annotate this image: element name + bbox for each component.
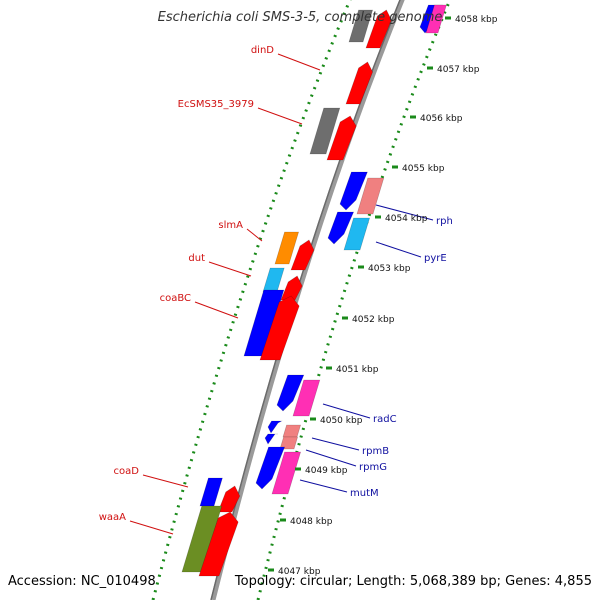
backbone-track (210, 0, 405, 600)
leader-line-reverse (375, 241, 422, 258)
gene-arrow-pyrE (327, 211, 355, 245)
kbp-tick-label: 4051 kbp (336, 365, 379, 375)
gene-block-rph (356, 177, 385, 215)
gene-block-rpmG (279, 436, 299, 450)
backbone-edge (210, 0, 401, 600)
gene-arrow-dinD (345, 61, 373, 105)
leader-line-reverse (322, 403, 371, 419)
gene-label-radC: radC (373, 414, 397, 425)
gene-arrow-forward-2 (326, 115, 357, 161)
gene-block-pink-top (425, 4, 447, 34)
gene-arrow-rpmG (264, 433, 278, 445)
kbp-tick-label: 4048 kbp (290, 517, 333, 527)
gene-label-pyrE: pyrE (424, 253, 447, 264)
gene-block-rpmB (282, 424, 302, 438)
leader-line-forward (277, 53, 321, 71)
gene-label-EcSMS35_3979: EcSMS35_3979 (178, 99, 254, 110)
gene-arrow-slmA-adj (290, 239, 315, 271)
kbp-tick-label: 4050 kbp (320, 416, 363, 426)
gene-block-radC (292, 379, 321, 417)
gene-label-coaBC: coaBC (160, 293, 191, 304)
gene-label-mutM: mutM (350, 488, 379, 499)
leader-line-forward (142, 474, 189, 488)
kbp-tick-label: 4053 kbp (368, 264, 411, 274)
gene-label-rpmB: rpmB (362, 446, 389, 457)
gene-label-rph: rph (436, 216, 453, 227)
gene-label-slmA: slmA (218, 220, 243, 231)
gene-block-mutM (271, 451, 302, 495)
kbp-tick-label: 4057 kbp (437, 65, 480, 75)
kbp-tick-label: 4056 kbp (420, 114, 463, 124)
gene-arrow-coaBC (259, 295, 300, 361)
leader-line-reverse (375, 204, 434, 221)
leader-line-forward (129, 520, 174, 535)
leader-line-forward (257, 107, 303, 125)
leader-line-reverse (305, 449, 357, 467)
accession-text: Accession: NC_010498 (8, 574, 156, 589)
gene-arrow-radC (276, 374, 305, 412)
genome-summary-text: Topology: circular; Length: 5,068,389 bp… (234, 574, 592, 589)
gene-label-waaA: waaA (99, 512, 126, 523)
gene-arrow-waaA (198, 511, 239, 577)
leader-line-forward (194, 301, 239, 319)
leader-line-forward (246, 228, 263, 242)
gene-block-gray (348, 9, 374, 43)
gene-block-coaD (199, 477, 223, 507)
kbp-tick-label: 4052 kbp (352, 315, 395, 325)
leader-line-reverse (311, 437, 360, 451)
leader-line-forward (208, 261, 252, 277)
kbp-tick-label: 4049 kbp (305, 466, 348, 476)
gene-arrow-rpmB (267, 420, 283, 434)
gene-label-rpmG: rpmG (359, 462, 387, 473)
kbp-tick-label: 4054 kbp (385, 214, 428, 224)
gene-block-slmA (274, 231, 300, 265)
map-title: Escherichia coli SMS-3-5, complete genom… (157, 10, 443, 25)
gene-block-coaBC (243, 289, 285, 357)
gene-block-EcSMS35_3979 (309, 107, 341, 155)
gene-label-coaD: coaD (114, 466, 140, 477)
gene-arrow-mutM (255, 446, 286, 490)
gene-block-dut (262, 267, 285, 293)
kbp-tick-label: 4047 kbp (278, 567, 321, 577)
kbp-tick-label: 4058 kbp (455, 15, 498, 25)
gene-arrow-forward (365, 9, 392, 49)
leader-line-reverse (299, 479, 348, 493)
gene-label-dut: dut (188, 253, 205, 264)
gene-arrow-coaD (217, 485, 241, 513)
gene-label-dinD: dinD (251, 45, 274, 56)
kbp-tick-label: 4055 kbp (402, 164, 445, 174)
gene-arrow-rph (339, 171, 368, 211)
gene-block-pyrE (343, 217, 371, 251)
gene-block-waaA (181, 505, 223, 573)
